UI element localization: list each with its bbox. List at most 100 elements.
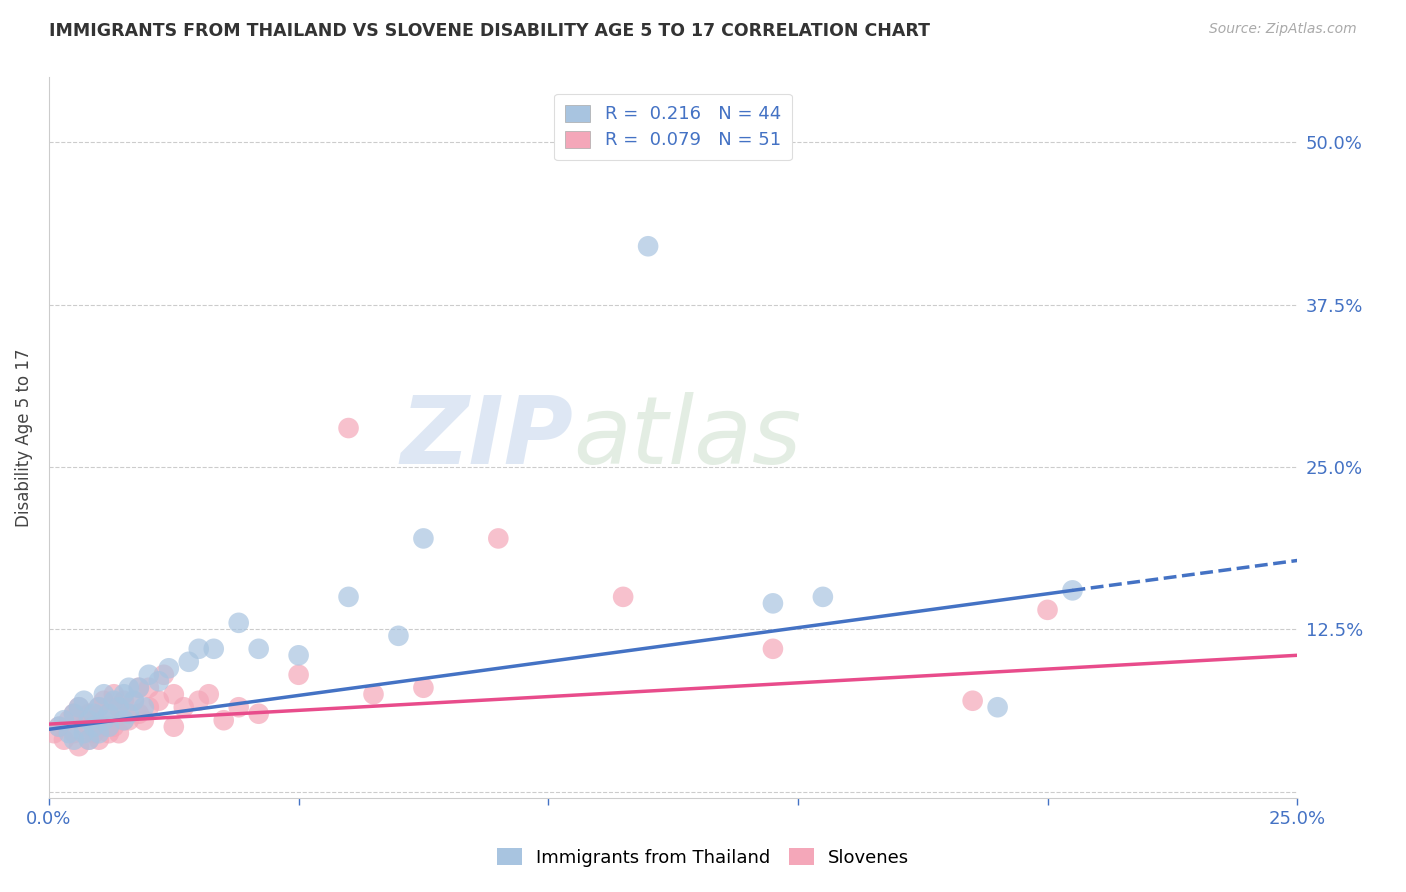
Point (112, 713, 135, 727)
Point (962, 694, 984, 708)
Point (212, 713, 235, 727)
Text: Source: ZipAtlas.com: Source: ZipAtlas.com (1209, 22, 1357, 37)
Point (108, 726, 131, 740)
Point (58, 726, 80, 740)
Point (97, 726, 120, 740)
Point (138, 700, 160, 714)
Point (77, 706, 100, 721)
Point (108, 700, 131, 714)
Point (112, 687, 135, 701)
Point (112, 713, 135, 727)
Point (138, 667, 160, 681)
Point (163, 720, 186, 734)
Point (48, 720, 70, 734)
Point (63, 706, 86, 721)
Point (612, 590, 634, 604)
Point (83, 720, 105, 734)
Point (118, 706, 141, 721)
Point (811, 590, 834, 604)
Point (762, 596, 785, 610)
Point (73, 720, 96, 734)
Point (93, 713, 115, 727)
Point (97, 720, 120, 734)
Y-axis label: Disability Age 5 to 17: Disability Age 5 to 17 (15, 349, 32, 527)
Point (157, 661, 180, 675)
Point (247, 706, 270, 721)
Point (87, 700, 110, 714)
Point (486, 532, 509, 546)
Point (103, 687, 125, 701)
Point (73, 694, 96, 708)
Point (1036, 603, 1059, 617)
Point (122, 694, 145, 708)
Point (387, 629, 409, 643)
Point (97, 706, 120, 721)
Point (93, 720, 115, 734)
Point (83, 726, 105, 740)
Point (247, 641, 270, 656)
Point (163, 687, 186, 701)
Point (132, 713, 155, 727)
Point (128, 681, 150, 695)
Point (337, 590, 360, 604)
Point (73, 726, 96, 740)
Point (52, 713, 75, 727)
Point (87, 726, 110, 740)
Point (108, 700, 131, 714)
Point (52, 732, 75, 747)
Point (93, 694, 115, 708)
Point (363, 687, 385, 701)
Point (173, 700, 195, 714)
Text: IMMIGRANTS FROM THAILAND VS SLOVENE DISABILITY AGE 5 TO 17 CORRELATION CHART: IMMIGRANTS FROM THAILAND VS SLOVENE DISA… (49, 22, 931, 40)
Point (118, 713, 141, 727)
Point (202, 641, 225, 656)
Point (228, 700, 250, 714)
Point (103, 720, 125, 734)
Point (138, 681, 160, 695)
Text: ZIP: ZIP (401, 392, 574, 483)
Point (77, 732, 100, 747)
Point (58, 713, 80, 727)
Point (412, 532, 434, 546)
Point (67, 700, 90, 714)
Text: atlas: atlas (574, 392, 801, 483)
Point (148, 674, 170, 689)
Point (187, 641, 209, 656)
Point (118, 681, 141, 695)
Point (42, 726, 65, 740)
Point (63, 732, 86, 747)
Point (987, 700, 1010, 714)
Point (762, 641, 785, 656)
Point (48, 720, 70, 734)
Point (63, 706, 86, 721)
Point (122, 694, 145, 708)
Point (637, 239, 659, 253)
Point (103, 694, 125, 708)
Point (97, 706, 120, 721)
Point (337, 421, 360, 435)
Legend: Immigrants from Thailand, Slovenes: Immigrants from Thailand, Slovenes (488, 839, 918, 876)
Point (87, 732, 110, 747)
Point (87, 700, 110, 714)
Point (287, 667, 309, 681)
Point (132, 700, 155, 714)
Point (77, 713, 100, 727)
Legend: R =  0.216   N = 44, R =  0.079   N = 51: R = 0.216 N = 44, R = 0.079 N = 51 (554, 94, 792, 161)
Point (112, 694, 135, 708)
Point (67, 700, 90, 714)
Point (83, 713, 105, 727)
Point (197, 687, 219, 701)
Point (77, 732, 100, 747)
Point (128, 681, 150, 695)
Point (177, 655, 200, 669)
Point (287, 648, 309, 663)
Point (63, 726, 86, 740)
Point (412, 681, 434, 695)
Point (67, 739, 90, 754)
Point (1062, 583, 1084, 598)
Point (93, 687, 115, 701)
Point (228, 615, 250, 630)
Point (148, 694, 170, 708)
Point (128, 706, 150, 721)
Point (153, 667, 176, 681)
